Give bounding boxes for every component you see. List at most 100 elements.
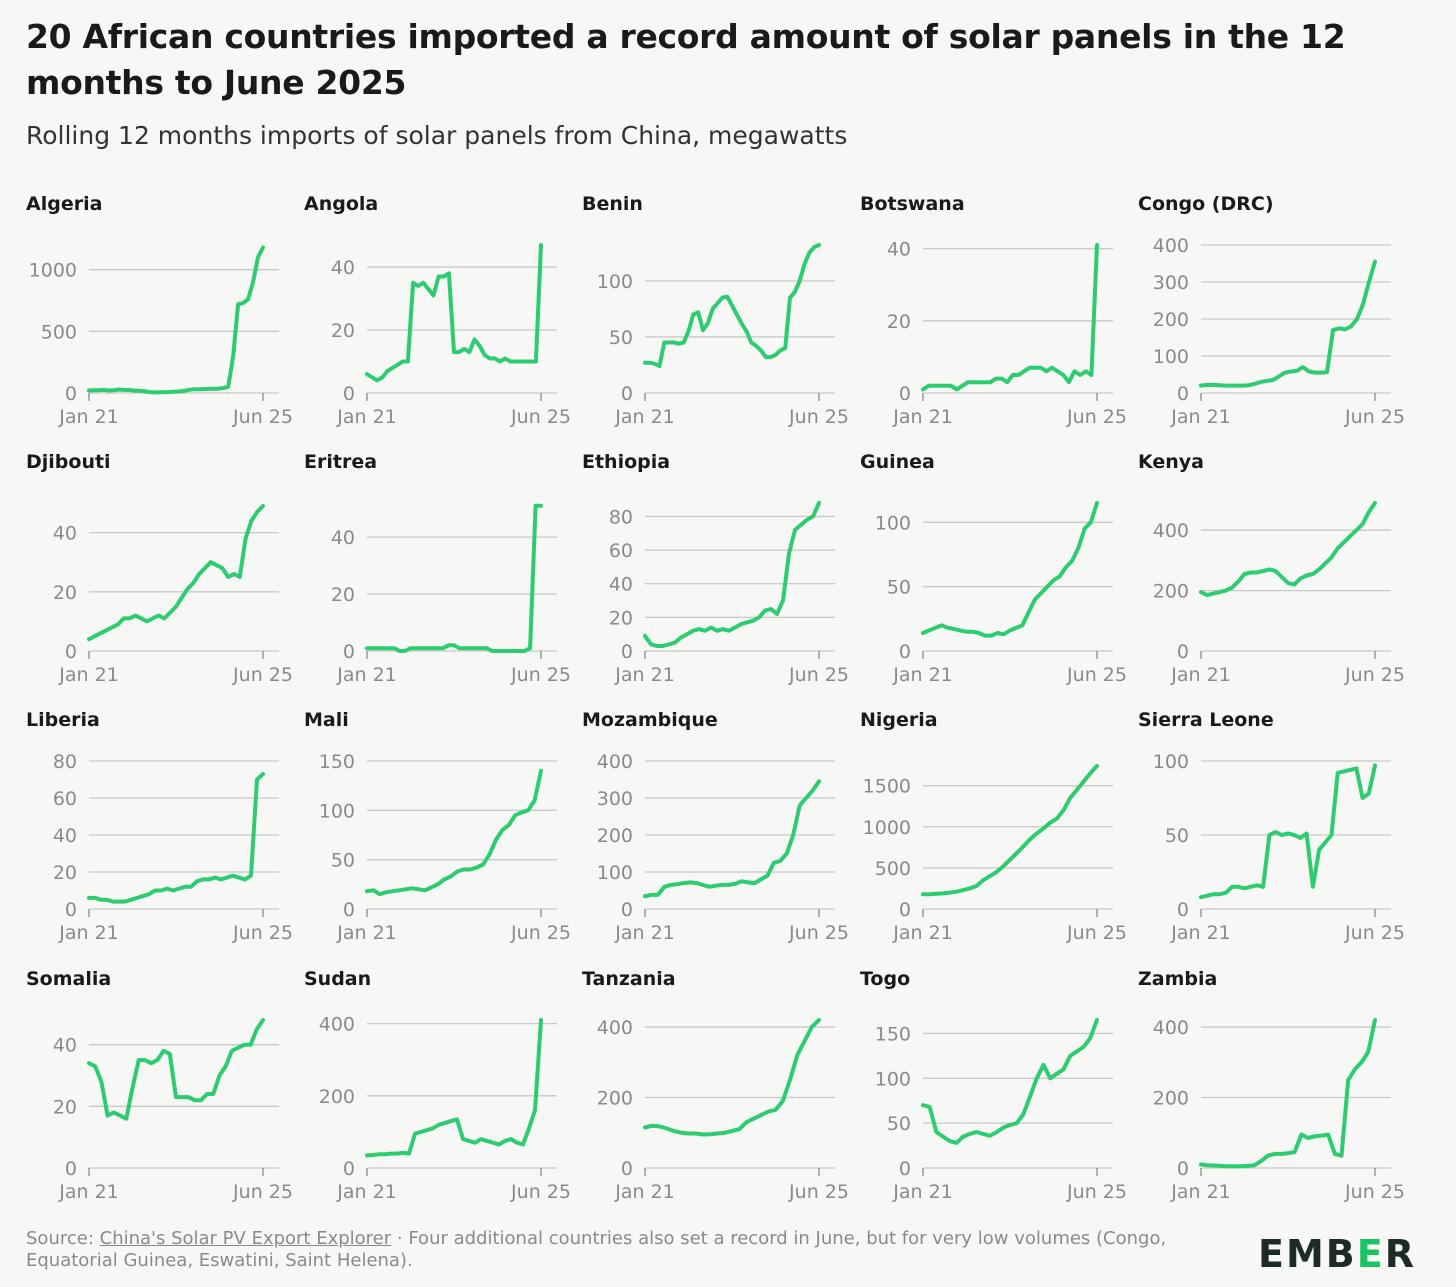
x-tick-label-start: Jan 21: [336, 1181, 397, 1203]
panel-djibouti: Djibouti 0 20 40 Jan 21 Jun 25: [0, 258, 293, 686]
line-chart-benin: 0 50 100 Jan 21 Jun 25: [597, 243, 849, 428]
panel-sudan: Sudan 0 200 400 Jan 21 Jun 25: [278, 775, 571, 1203]
line-chart-liberia: 0 20 40 60 80 Jan 21 Jun 25: [53, 751, 293, 944]
y-tick-label: 0: [621, 383, 633, 405]
panel-tanzania: Tanzania 0 200 400 Jan 21 Jun 25: [556, 775, 849, 1203]
y-tick-label: 500: [41, 321, 77, 343]
line-chart-nigeria: 0 500 1000 1500 Jan 21 Jun 25: [863, 763, 1127, 944]
panel-title-benin: Benin: [582, 193, 643, 215]
line-chart-tanzania: 0 200 400 Jan 21 Jun 25: [597, 1017, 849, 1203]
y-tick-label: 100: [597, 862, 633, 884]
series-line-eritrea: [365, 503, 543, 653]
source-link[interactable]: China's Solar PV Export Explorer: [99, 1228, 392, 1249]
y-tick-label: 200: [1153, 581, 1189, 603]
panel-somalia: Somalia 0 20 40 Jan 21 Jun 25: [0, 775, 293, 1203]
ember-logo: EMBER: [1258, 1232, 1416, 1276]
x-tick-label-start: Jan 21: [336, 406, 397, 428]
line-chart-sierra-leone: 0 50 100 Jan 21 Jun 25: [1153, 751, 1405, 944]
y-tick-label: 0: [621, 899, 633, 921]
y-tick-label: 0: [899, 383, 911, 405]
panel-nigeria: Nigeria 0 500 1000 1500 Jan 21 Jun 25: [834, 516, 1127, 944]
y-tick-label: 80: [53, 751, 77, 773]
x-tick-label-start: Jan 21: [1170, 1181, 1231, 1203]
panel-ethiopia: Ethiopia 0 20 40 60 80 Jan 21 Jun 25: [556, 258, 849, 686]
panel-title-djibouti: Djibouti: [26, 451, 111, 473]
panel-title-kenya: Kenya: [1138, 451, 1205, 473]
panel-title-eritrea: Eritrea: [304, 451, 378, 473]
y-tick-label: 200: [1153, 309, 1189, 331]
line-chart-algeria: 0 500 1000 Jan 21 Jun 25: [29, 245, 293, 428]
x-tick-label-end: Jun 25: [1344, 922, 1405, 944]
panel-title-nigeria: Nigeria: [860, 709, 938, 731]
x-tick-label-start: Jan 21: [614, 664, 675, 686]
panel-title-mozambique: Mozambique: [582, 709, 718, 731]
y-tick-label: 300: [597, 788, 633, 810]
panel-algeria: Algeria 0 500 1000 Jan 21 Jun 25: [0, 0, 293, 428]
panel-title-liberia: Liberia: [26, 709, 100, 731]
y-tick-label: 0: [1177, 1158, 1189, 1180]
y-tick-label: 40: [609, 574, 633, 596]
y-tick-label: 0: [343, 1158, 355, 1180]
y-tick-label: 150: [875, 1023, 911, 1045]
y-tick-label: 0: [899, 641, 911, 663]
y-tick-label: 0: [343, 383, 355, 405]
y-tick-label: 20: [609, 607, 633, 629]
panel-title-ethiopia: Ethiopia: [582, 451, 671, 473]
series-line-tanzania: [643, 1018, 821, 1137]
y-tick-label: 20: [53, 1096, 77, 1118]
x-tick-label-start: Jan 21: [614, 922, 675, 944]
x-tick-label-end: Jun 25: [1066, 1181, 1127, 1203]
y-tick-label: 1000: [29, 260, 77, 282]
x-tick-label-start: Jan 21: [1170, 922, 1231, 944]
x-tick-label-start: Jan 21: [1170, 406, 1231, 428]
source-label: Source:: [26, 1228, 94, 1249]
x-tick-label-end: Jun 25: [232, 406, 293, 428]
y-tick-label: 200: [1153, 1088, 1189, 1110]
series-line-congo-drc: [1199, 259, 1377, 388]
y-tick-label: 0: [65, 899, 77, 921]
panel-title-angola: Angola: [304, 193, 379, 215]
y-tick-label: 0: [65, 383, 77, 405]
y-tick-label: 60: [609, 540, 633, 562]
panel-botswana: Botswana 0 20 40 Jan 21 Jun 25: [834, 0, 1127, 428]
x-tick-label-end: Jun 25: [1344, 664, 1405, 686]
y-tick-label: 1500: [863, 776, 911, 798]
series-line-angola: [365, 243, 543, 383]
series-line-ethiopia: [643, 501, 821, 648]
y-tick-label: 400: [597, 751, 633, 773]
y-tick-label: 0: [343, 641, 355, 663]
x-tick-label-end: Jun 25: [1344, 1181, 1405, 1203]
line-chart-mozambique: 0 100 200 300 400 Jan 21 Jun 25: [597, 751, 849, 944]
y-tick-label: 40: [331, 527, 355, 549]
panel-mali: Mali 0 50 100 150 Jan 21 Jun 25: [278, 516, 571, 944]
x-tick-label-start: Jan 21: [892, 664, 953, 686]
x-tick-label-end: Jun 25: [1066, 922, 1127, 944]
y-tick-label: 20: [331, 584, 355, 606]
y-tick-label: 150: [319, 751, 355, 773]
x-tick-label-end: Jun 25: [510, 406, 571, 428]
source-footer: Source: China's Solar PV Export Explorer…: [26, 1228, 1206, 1272]
y-tick-label: 0: [621, 1158, 633, 1180]
line-chart-mali: 0 50 100 150 Jan 21 Jun 25: [319, 751, 571, 944]
y-tick-label: 50: [331, 850, 355, 872]
y-tick-label: 40: [331, 257, 355, 279]
panel-zambia: Zambia 0 200 400 Jan 21 Jun 25: [1112, 775, 1405, 1203]
x-tick-label-start: Jan 21: [892, 1181, 953, 1203]
y-tick-label: 100: [1153, 751, 1189, 773]
x-tick-label-end: Jun 25: [1344, 406, 1405, 428]
x-tick-label-start: Jan 21: [336, 664, 397, 686]
panel-sierra-leone: Sierra Leone 0 50 100 Jan 21 Jun 25: [1112, 516, 1405, 944]
series-line-mali: [365, 768, 543, 897]
series-line-sierra-leone: [1199, 763, 1377, 900]
y-tick-label: 500: [875, 858, 911, 880]
y-tick-label: 20: [887, 311, 911, 333]
y-tick-label: 400: [597, 1017, 633, 1039]
line-chart-botswana: 0 20 40 Jan 21 Jun 25: [887, 239, 1127, 428]
panel-congo-drc: Congo (DRC) 0 100 200 300 400 Jan 21 Jun 25: [1112, 0, 1405, 428]
panel-guinea: Guinea 0 50 100 Jan 21 Jun 25: [834, 258, 1127, 686]
y-tick-label: 0: [65, 1158, 77, 1180]
y-tick-label: 0: [343, 899, 355, 921]
chart-title: 20 African countries imported a record a…: [26, 17, 1346, 102]
y-tick-label: 200: [597, 825, 633, 847]
